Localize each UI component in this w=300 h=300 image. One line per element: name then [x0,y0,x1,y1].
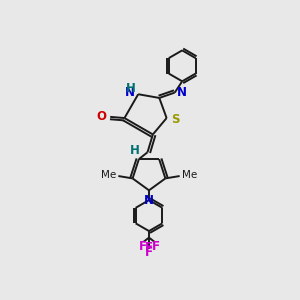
Text: Me: Me [182,170,197,180]
Text: N: N [144,194,154,208]
Text: N: N [177,86,187,99]
Text: F: F [145,247,153,260]
Text: Me: Me [101,170,116,180]
Text: N: N [125,86,135,99]
Text: S: S [171,113,179,126]
Text: F: F [139,240,146,253]
Text: H: H [130,144,140,157]
Text: O: O [97,110,106,123]
Text: H: H [125,82,135,95]
Text: F: F [145,241,153,254]
Text: F: F [152,240,160,253]
